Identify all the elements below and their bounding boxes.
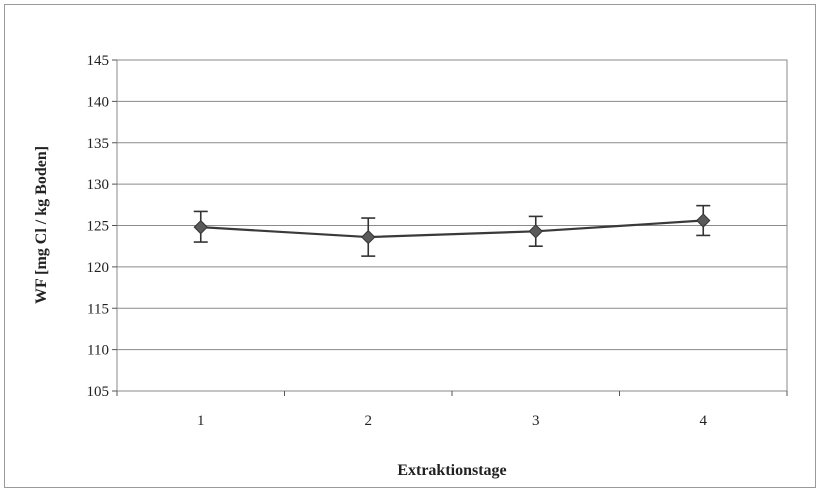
y-axis-title: WF [mg Cl / kg Boden] xyxy=(33,146,50,304)
x-axis-ticks: 1 2 3 4 xyxy=(116,391,788,429)
data-point-diamond xyxy=(696,213,711,228)
y-tick-label: 135 xyxy=(87,136,110,152)
y-tick-label: 145 xyxy=(87,53,110,69)
y-tick-label: 120 xyxy=(87,260,110,276)
y-tick-label: 105 xyxy=(87,384,110,400)
x-axis-title: Extraktionstage xyxy=(397,462,506,479)
chart-frame xyxy=(4,4,816,488)
y-tick-label: 115 xyxy=(87,301,109,317)
data-point-diamond xyxy=(193,219,208,235)
y-axis-ticks: 105 110 115 120 125 130 135 140 145 xyxy=(87,53,117,400)
data-point-diamond xyxy=(361,229,376,245)
y-tick-label: 110 xyxy=(87,343,109,359)
gridlines xyxy=(117,59,787,351)
y-tick-label: 140 xyxy=(87,94,110,110)
x-tick-label: 3 xyxy=(532,413,540,429)
y-tick-label: 125 xyxy=(87,219,110,235)
x-tick-label: 4 xyxy=(700,413,708,429)
data-point-diamond xyxy=(528,224,543,239)
x-tick-label: 1 xyxy=(197,413,205,429)
x-tick-label: 2 xyxy=(365,413,373,429)
series-layer xyxy=(193,204,711,257)
y-tick-label: 130 xyxy=(87,177,110,193)
series-line xyxy=(200,219,704,239)
